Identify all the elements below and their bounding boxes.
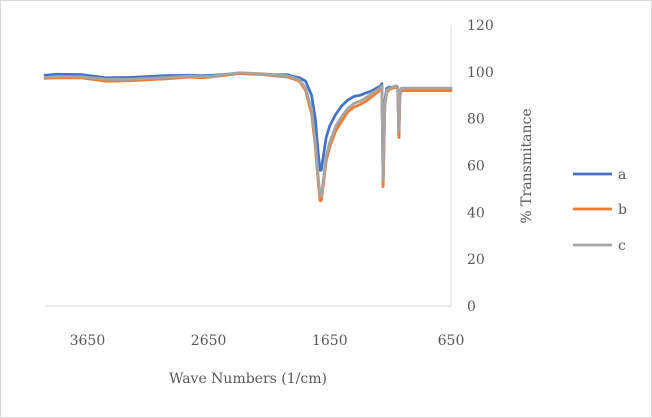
x-axis-ticks: 3650 2650 1650 650: [70, 333, 465, 349]
y-axis-title: % Transmitance: [519, 108, 535, 223]
legend-label-b: b: [618, 202, 627, 218]
y-tick-label: 100: [467, 65, 494, 81]
y-tick-label: 60: [467, 159, 485, 175]
legend-label-a: a: [618, 167, 626, 183]
series-line-b: [43, 72, 453, 202]
legend-label-c: c: [618, 238, 626, 254]
x-axis-title: Wave Numbers (1/cm): [169, 371, 327, 387]
legend: a b c: [573, 167, 627, 254]
y-tick-label: 20: [467, 252, 485, 268]
y-axis-ticks: 0 20 40 60 80 100 120: [467, 18, 494, 315]
x-tick-label: 2650: [191, 333, 227, 349]
x-tick-label: 3650: [70, 333, 106, 349]
y-tick-label: 80: [467, 112, 485, 128]
plot-area: [43, 25, 453, 307]
y-tick-label: 0: [467, 299, 476, 315]
y-tick-label: 40: [467, 205, 485, 221]
x-tick-label: 1650: [312, 333, 348, 349]
series-line-c: [43, 71, 453, 198]
x-tick-label: 650: [438, 333, 465, 349]
y-tick-label: 120: [467, 18, 494, 34]
